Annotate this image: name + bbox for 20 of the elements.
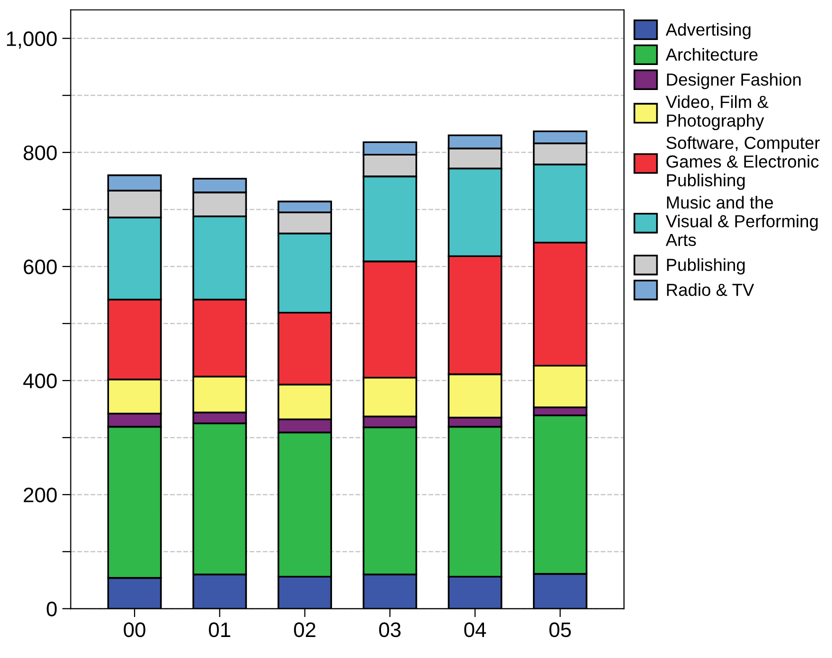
x-tick-label: 04: [464, 622, 486, 638]
legend-label: Architecture: [666, 48, 758, 61]
x-tick-label: 02: [294, 622, 316, 638]
x-tick-label: 01: [208, 622, 230, 638]
y-tick-label: 200: [24, 488, 57, 502]
x-tick-label: 00: [124, 622, 146, 638]
y-tick-label: 600: [24, 259, 57, 274]
y-tick-label: 800: [24, 145, 57, 160]
legend-label: Video, Film & Photography: [666, 95, 768, 130]
y-tick-label: 1,000: [6, 31, 57, 49]
x-tick-label: 03: [379, 622, 401, 638]
y-tick-label: 400: [23, 374, 57, 388]
legend-label: Music and the Visual & Performing Arts: [666, 196, 818, 246]
legend-label: Advertising: [666, 22, 750, 40]
x-tick-label: 05: [549, 622, 571, 638]
legend-label: Radio & TV: [667, 283, 754, 296]
y-tick-label: 0: [46, 602, 57, 616]
legend-label: Software, Computer Games & Electronic Publishing: [666, 136, 820, 190]
legend-label: Publishing: [667, 258, 745, 274]
legend-label: Designer Fashion: [667, 72, 801, 90]
